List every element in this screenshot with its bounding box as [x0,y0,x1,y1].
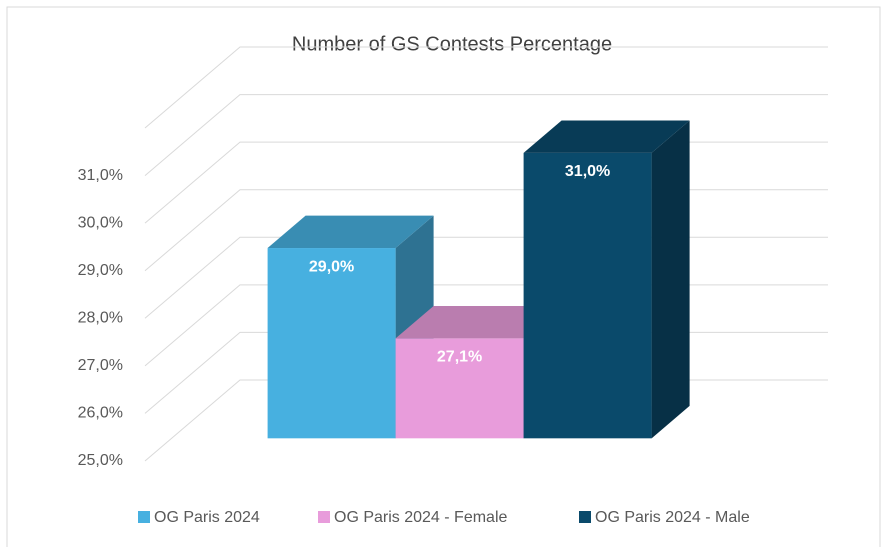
legend-label: OG Paris 2024 - Male [595,509,750,526]
bar [395,338,524,439]
data-label: 31,0% [565,163,610,180]
grid-line [144,94,828,176]
legend-swatch [138,511,150,523]
legend-label: OG Paris 2024 - Female [334,509,508,526]
bar [267,248,396,439]
legend-label: OG Paris 2024 [154,509,260,526]
bar-side [651,120,690,439]
y-tick-label: 27,0% [78,357,123,374]
y-tick-label: 26,0% [78,405,123,422]
y-tick-label: 31,0% [78,167,123,184]
grid-line [144,46,828,129]
y-tick-label: 25,0% [78,452,123,469]
y-tick-label: 29,0% [78,262,123,279]
data-label: 29,0% [309,258,354,275]
y-tick-label: 30,0% [78,214,123,231]
bar [523,152,652,439]
legend-swatch [318,511,330,523]
bar-top [267,215,434,249]
legend-swatch [579,511,591,523]
chart-frame [6,6,881,552]
bar-top [395,306,562,339]
data-label: 27,1% [437,349,482,366]
bar-top [523,120,690,153]
chart-title: Number of GS Contests Percentage [292,33,612,55]
y-tick-label: 28,0% [78,310,123,327]
